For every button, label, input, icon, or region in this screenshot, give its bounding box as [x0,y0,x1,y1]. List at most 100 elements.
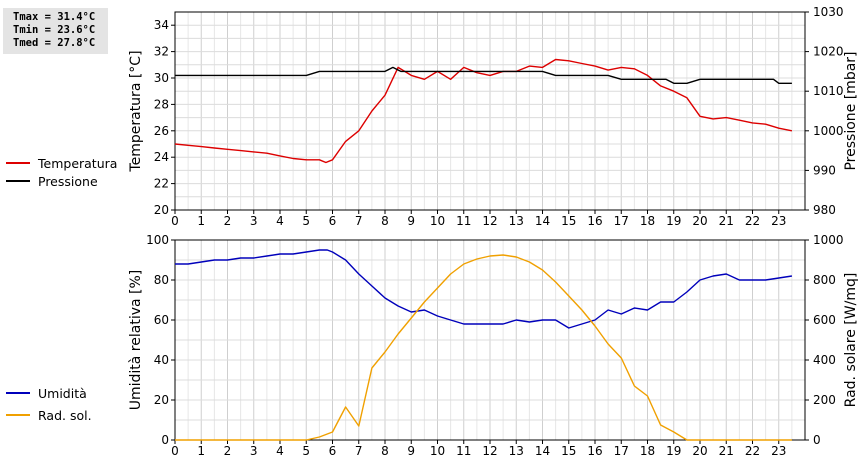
right-tick-label: 1000 [813,233,844,247]
left-tick-label: 0 [161,433,169,447]
x-tick-label: 1 [197,444,205,458]
x-tick-label: 2 [224,444,232,458]
x-tick-label: 20 [692,214,707,228]
left-tick-label: 20 [154,203,169,217]
x-tick-label: 4 [276,214,284,228]
right-tick-label: 800 [813,273,836,287]
x-tick-label: 22 [745,444,760,458]
x-tick-label: 13 [509,214,524,228]
right-tick-label: 990 [813,163,836,177]
x-tick-label: 21 [719,444,734,458]
series-line-pressione [175,66,792,85]
x-tick-label: 7 [355,444,363,458]
legend-item-temperatura: Temperatura [6,154,117,172]
x-tick-label: 8 [381,214,389,228]
x-tick-label: 16 [587,444,602,458]
left-tick-label: 40 [154,353,169,367]
x-tick-label: 2 [224,214,232,228]
left-tick-label: 20 [154,393,169,407]
x-tick-label: 6 [329,444,337,458]
x-tick-label: 15 [561,214,576,228]
legend-swatch-pressione [6,180,30,182]
x-tick-label: 10 [430,444,445,458]
x-tick-label: 21 [719,214,734,228]
right-tick-label: 1010 [813,84,844,98]
legend-top: Temperatura Pressione [6,154,117,190]
left-axis-title: Umidità relativa [%] [128,270,144,411]
left-tick-label: 80 [154,273,169,287]
right-tick-label: 600 [813,313,836,327]
x-tick-label: 23 [771,214,786,228]
x-tick-label: 22 [745,214,760,228]
tmin-text: Tmin = 23.6°C [13,24,96,36]
x-tick-label: 16 [587,214,602,228]
x-tick-label: 11 [456,444,471,458]
series-line-rad-sol [175,254,792,441]
x-tick-label: 8 [381,444,389,458]
left-tick-label: 32 [154,45,169,59]
x-tick-label: 12 [482,444,497,458]
x-tick-label: 17 [614,444,629,458]
x-tick-label: 23 [771,444,786,458]
left-tick-label: 26 [154,124,169,138]
legend-item-radsol: Rad. sol. [6,406,92,424]
x-tick-label: 4 [276,444,284,458]
x-tick-label: 15 [561,444,576,458]
left-tick-label: 28 [154,97,169,111]
legend-label-umidita: Umidità [38,385,87,401]
x-tick-label: 1 [197,214,205,228]
x-tick-label: 19 [666,444,681,458]
right-tick-label: 0 [813,433,821,447]
x-tick-label: 0 [171,444,179,458]
right-tick-label: 400 [813,353,836,367]
series-line-temperatura [174,58,793,164]
legend-item-umidita: Umidità [6,384,92,402]
legend-swatch-umidita [6,392,30,394]
left-tick-label: 100 [146,233,169,247]
x-tick-label: 10 [430,214,445,228]
right-tick-label: 1020 [813,45,844,59]
left-axis-title: Temperatura [°C] [128,50,144,172]
x-tick-label: 11 [456,214,471,228]
legend-swatch-radsol [6,414,30,416]
x-tick-label: 9 [407,214,415,228]
right-tick-label: 1000 [813,124,844,138]
x-tick-label: 3 [250,444,258,458]
legend-label-temperatura: Temperatura [38,155,118,171]
right-tick-label: 200 [813,393,836,407]
x-tick-label: 12 [482,214,497,228]
x-tick-label: 17 [614,214,629,228]
legend-item-pressione: Pressione [6,172,117,190]
x-tick-label: 9 [407,444,415,458]
x-tick-label: 13 [509,444,524,458]
x-tick-label: 14 [535,444,550,458]
legend-label-radsol: Rad. sol. [38,407,92,423]
left-tick-label: 34 [154,18,169,32]
x-tick-label: 18 [640,214,655,228]
stats-box: Tmax = 31.4°C Tmin = 23.6°C Tmed = 27.8°… [3,8,108,54]
series-line-umidit [175,249,793,329]
x-tick-label: 5 [302,444,310,458]
x-tick-label: 0 [171,214,179,228]
x-tick-label: 3 [250,214,258,228]
x-tick-label: 6 [329,214,337,228]
left-tick-label: 24 [154,150,169,164]
x-tick-label: 7 [355,214,363,228]
x-tick-label: 20 [692,444,707,458]
legend-swatch-temperatura [6,162,30,164]
right-tick-label: 1030 [813,5,844,19]
tmax-text: Tmax = 31.4°C [13,11,96,23]
x-tick-label: 14 [535,214,550,228]
x-tick-label: 5 [302,214,310,228]
left-tick-label: 22 [154,177,169,191]
right-axis-title: Pressione [mbar] [843,51,859,170]
left-tick-label: 60 [154,313,169,327]
tmed-text: Tmed = 27.8°C [13,37,96,49]
x-tick-label: 19 [666,214,681,228]
left-tick-label: 30 [154,71,169,85]
right-tick-label: 980 [813,203,836,217]
x-tick-label: 18 [640,444,655,458]
legend-label-pressione: Pressione [38,173,98,189]
right-axis-title: Rad. solare [W/mq] [843,273,859,408]
